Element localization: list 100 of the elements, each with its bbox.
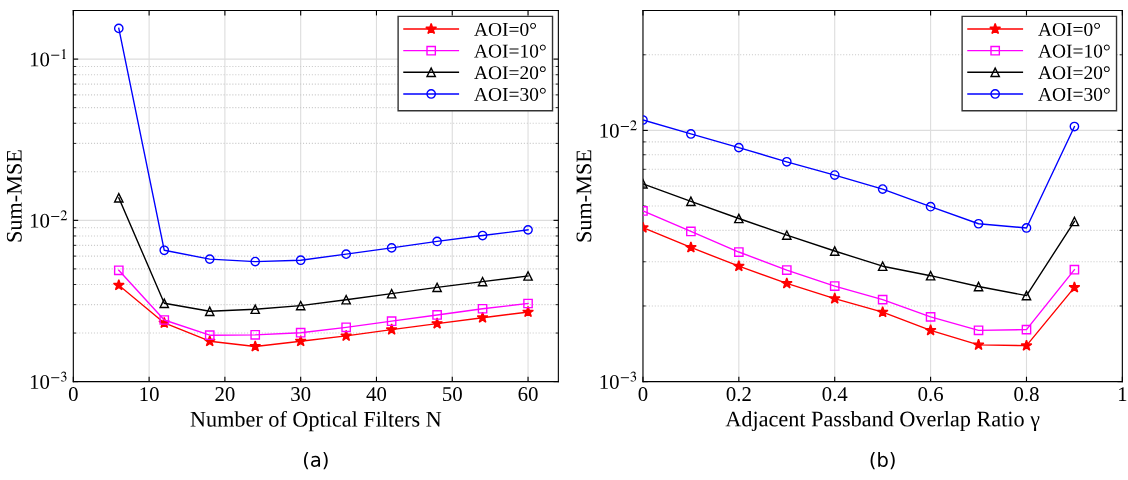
legend-label: AOI=0°: [1038, 22, 1101, 37]
point: [523, 298, 533, 309]
text: (a): [303, 451, 328, 470]
point: [925, 270, 936, 281]
point: [780, 277, 793, 289]
point: [732, 259, 745, 272]
point: [877, 184, 888, 194]
point: [477, 303, 488, 314]
legend-label: AOI=10°: [474, 44, 546, 58]
legend-label: AOI=30°: [1038, 87, 1110, 101]
point: [829, 281, 840, 291]
point: [1021, 223, 1032, 233]
y-axis-title: Sum-MSE: [6, 150, 22, 242]
point: [781, 156, 792, 167]
point: [828, 292, 841, 304]
point: [972, 338, 985, 351]
point: [159, 315, 170, 325]
x-tick-label: 20: [215, 387, 235, 402]
point: [159, 298, 170, 309]
point: [973, 281, 984, 292]
point: [341, 294, 352, 305]
point: [113, 192, 124, 203]
point: [781, 265, 792, 275]
point: [432, 236, 442, 247]
point: [250, 256, 261, 267]
point: [112, 278, 125, 291]
point: [973, 325, 984, 336]
point: [431, 317, 444, 329]
point: [1021, 324, 1032, 335]
y-tick-label: 10$^{−1}$: [30, 49, 66, 67]
point: [341, 249, 352, 260]
point: [476, 311, 489, 323]
x-axis-title: Adjacent Passband Overlap Ratio γ: [725, 410, 1040, 432]
x-tick-label: 50: [443, 387, 462, 402]
point: [1069, 216, 1080, 227]
x-tick-label: 0: [638, 387, 648, 402]
point: [522, 305, 535, 318]
point: [295, 300, 306, 311]
point: [733, 213, 744, 224]
legend-label: AOI=10°: [1038, 44, 1110, 58]
point: [1021, 290, 1032, 301]
point: [113, 265, 124, 276]
point: [686, 129, 696, 139]
x-tick-label: 0.4: [822, 387, 848, 402]
y-tick-label: 10$^{−3}$: [600, 371, 637, 389]
point: [477, 230, 488, 241]
point: [876, 305, 889, 318]
point: [477, 276, 488, 287]
point: [249, 340, 262, 352]
point: [523, 271, 533, 281]
x-tick-label: 60: [518, 387, 538, 402]
legend-label: AOI=0°: [474, 22, 537, 37]
legend-label: AOI=20°: [1038, 66, 1110, 80]
point: [295, 327, 306, 338]
point: [924, 324, 937, 336]
point: [386, 243, 397, 253]
point: [733, 142, 744, 153]
point: [1020, 339, 1033, 351]
point: [341, 322, 352, 333]
point: [686, 196, 696, 207]
point: [1069, 264, 1080, 275]
point: [973, 218, 984, 229]
point: [432, 282, 442, 293]
text: (b): [870, 451, 895, 470]
point: [250, 329, 261, 340]
point: [295, 255, 306, 266]
point: [159, 245, 170, 256]
point: [781, 230, 792, 240]
point: [250, 304, 261, 315]
point: [877, 261, 888, 272]
point: [1069, 121, 1080, 132]
y-tick-label: 10$^{−3}$: [30, 371, 67, 389]
x-tick-label: 10: [140, 387, 159, 402]
x-tick-label: 1: [1118, 387, 1127, 401]
point: [385, 323, 398, 335]
point: [204, 330, 215, 341]
point: [340, 329, 353, 342]
point: [829, 170, 840, 180]
point: [877, 294, 888, 305]
point: [432, 310, 442, 320]
point: [686, 226, 696, 237]
point: [386, 316, 397, 327]
x-axis-title: Number of Optical Filters N: [190, 410, 442, 432]
point: [523, 225, 533, 235]
point: [829, 246, 840, 256]
x-tick-label: 0: [68, 387, 78, 402]
point: [204, 306, 215, 317]
point: [925, 312, 936, 322]
point: [386, 288, 397, 299]
x-tick-label: 30: [291, 387, 311, 402]
y-axis-title: Sum-MSE: [576, 150, 592, 242]
point: [113, 23, 124, 34]
legend-label: AOI=30°: [474, 87, 546, 101]
x-tick-label: 0.2: [726, 387, 751, 402]
x-tick-label: 40: [366, 387, 387, 402]
point: [204, 254, 215, 264]
point: [1068, 281, 1081, 293]
x-tick-label: 0.8: [1014, 387, 1039, 402]
point: [733, 247, 744, 257]
point: [684, 241, 697, 253]
